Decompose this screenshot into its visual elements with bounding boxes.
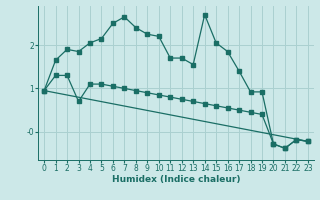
X-axis label: Humidex (Indice chaleur): Humidex (Indice chaleur) xyxy=(112,175,240,184)
